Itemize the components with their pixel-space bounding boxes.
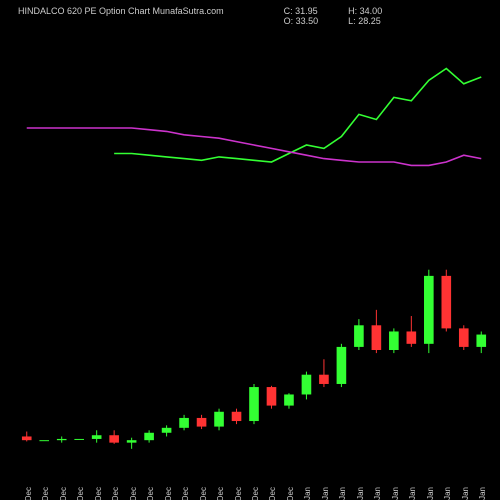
x-axis-label: 16 Dec: [111, 487, 120, 500]
candle-body: [127, 440, 137, 442]
options-chart: HINDALCO 620 PE Option Chart MunafaSutra…: [0, 0, 500, 500]
x-axis-label: 23 Dec: [199, 487, 208, 500]
x-axis-label: 27 Dec: [251, 487, 260, 500]
candle-body: [232, 412, 242, 421]
low-label: L:: [348, 16, 356, 26]
x-axis-label: 10 Jan: [426, 487, 435, 500]
x-axis-label: 07 Jan: [373, 487, 382, 500]
indicator-line: [114, 69, 481, 163]
candle-body: [476, 335, 486, 347]
candle-body: [424, 276, 434, 344]
candle-body: [389, 331, 399, 350]
candle-body: [92, 435, 102, 439]
candle-body: [162, 428, 172, 433]
open-value: 33.50: [296, 16, 319, 26]
candle-body: [39, 440, 49, 441]
x-axis-label: 31 Dec: [286, 487, 295, 500]
candle-body: [441, 276, 451, 329]
x-axis-label: 19 Dec: [164, 487, 173, 500]
x-axis-labels: 09 Dec10 Dec11 Dec12 Dec13 Dec16 Dec17 D…: [0, 462, 500, 496]
candle-body: [74, 439, 84, 440]
candle-body: [284, 394, 294, 405]
x-axis-label: 13 Dec: [94, 487, 103, 500]
high-value: 34.00: [360, 6, 383, 16]
x-axis-label: 06 Jan: [356, 487, 365, 500]
low-value: 28.25: [358, 16, 381, 26]
close-value: 31.95: [295, 6, 318, 16]
chart-title: HINDALCO 620 PE Option Chart MunafaSutra…: [18, 6, 224, 26]
candle-body: [109, 435, 119, 442]
high-label: H:: [348, 6, 357, 16]
x-axis-label: 08 Jan: [391, 487, 400, 500]
x-axis-label: 30 Dec: [268, 487, 277, 500]
x-axis-label: 24 Dec: [216, 487, 225, 500]
x-axis-label: 09 Jan: [408, 487, 417, 500]
candle-body: [57, 439, 67, 440]
candle-body: [267, 387, 277, 406]
candle-body: [337, 347, 347, 384]
x-axis-label: 10 Dec: [41, 487, 50, 500]
x-axis-label: 01 Jan: [303, 487, 312, 500]
x-axis-label: 09 Dec: [24, 487, 33, 500]
candle-body: [319, 375, 329, 384]
candle-body: [302, 375, 312, 395]
chart-canvas: [0, 0, 500, 500]
candle-body: [22, 436, 32, 440]
open-label: O:: [284, 16, 294, 26]
chart-header: HINDALCO 620 PE Option Chart MunafaSutra…: [0, 6, 500, 26]
ohlc-block: C: 31.95 O: 33.50 H: 34.00 L: 28.25: [284, 6, 383, 26]
x-axis-label: 18 Dec: [146, 487, 155, 500]
x-axis-label: 26 Dec: [234, 487, 243, 500]
x-axis-label: 02 Jan: [321, 487, 330, 500]
candle-body: [249, 387, 259, 421]
x-axis-label: 20 Dec: [181, 487, 190, 500]
candle-body: [144, 433, 154, 440]
x-axis-label: 11 Dec: [59, 487, 68, 500]
x-axis-label: 13 Jan: [443, 487, 452, 500]
candle-body: [214, 412, 224, 427]
candle-body: [354, 325, 364, 347]
x-axis-label: 17 Dec: [129, 487, 138, 500]
x-axis-label: 03 Jan: [338, 487, 347, 500]
x-axis-label: 15 Jan: [478, 487, 487, 500]
x-axis-label: 12 Dec: [76, 487, 85, 500]
candle-body: [407, 331, 417, 343]
x-axis-label: 14 Jan: [461, 487, 470, 500]
candle-body: [372, 325, 382, 350]
candle-body: [197, 418, 207, 427]
candle-body: [179, 418, 189, 428]
close-label: C:: [284, 6, 293, 16]
candle-body: [459, 328, 469, 347]
